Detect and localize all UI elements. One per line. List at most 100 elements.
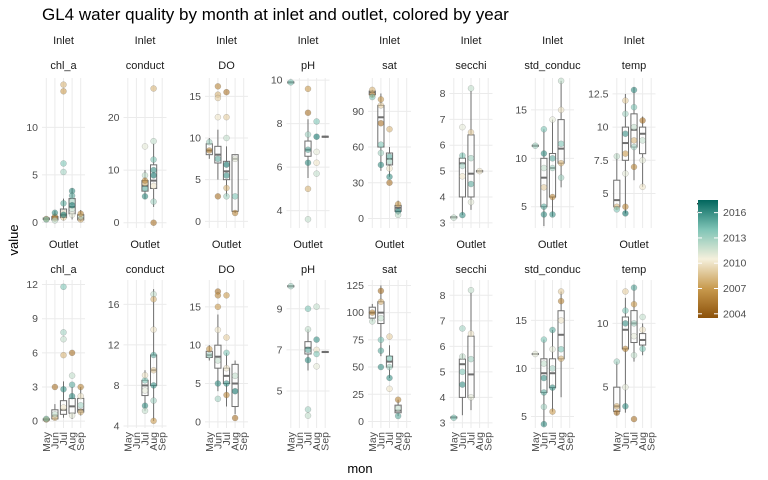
- y-tick-label: 0: [358, 416, 364, 428]
- panel-inlet-DO: Inlet DO 0 5 10 15: [189, 35, 248, 228]
- x-tick-label: Jul: [384, 432, 396, 445]
- facet-panels: Inlet chl_a 0 5 10 Inlet conduct 0 10 20 Inlet DO 0 5…: [26, 35, 657, 452]
- box-aug: [557, 80, 565, 188]
- data-point: [639, 183, 646, 191]
- data-point: [450, 214, 458, 221]
- data-point: [459, 368, 466, 376]
- data-point: [630, 284, 638, 291]
- data-point: [549, 408, 556, 415]
- x-tick-label: Aug: [311, 432, 323, 451]
- data-point: [386, 374, 393, 382]
- y-tick-label: 15: [189, 301, 201, 313]
- data-point: [77, 401, 84, 409]
- data-point: [467, 129, 475, 136]
- strip-site-label: Inlet: [298, 35, 319, 47]
- data-point: [304, 326, 312, 333]
- data-point: [377, 347, 385, 354]
- data-point: [557, 77, 565, 85]
- data-point: [60, 404, 67, 411]
- data-point: [304, 131, 312, 138]
- data-point: [60, 386, 67, 393]
- x-tick-label: Jul: [140, 432, 152, 445]
- data-point: [369, 93, 376, 101]
- box-aug: [231, 360, 239, 415]
- box-may: [613, 153, 621, 210]
- data-point: [231, 372, 239, 380]
- x-tick-label: May: [41, 431, 53, 452]
- data-point: [467, 330, 475, 337]
- x-tick-label: Aug: [474, 432, 486, 451]
- box-sep: [321, 350, 329, 354]
- data-point: [386, 385, 393, 393]
- y-tick-label: 5: [195, 174, 201, 186]
- x-tick-label: Aug: [556, 432, 568, 451]
- data-point: [386, 179, 393, 187]
- data-point: [467, 355, 475, 363]
- strip-site-label: Outlet: [130, 239, 159, 251]
- y-tick-label: 0: [195, 216, 201, 228]
- strip-site-label: Inlet: [379, 35, 400, 47]
- data-point: [549, 193, 556, 201]
- data-point: [459, 211, 466, 219]
- data-point: [214, 326, 222, 334]
- x-tick-label: Jun: [538, 432, 550, 449]
- data-point: [459, 353, 466, 360]
- data-point: [150, 219, 157, 226]
- box-iqr: [613, 179, 621, 208]
- data-point: [622, 320, 629, 327]
- data-point: [639, 326, 646, 334]
- data-point: [540, 420, 548, 428]
- data-point: [206, 147, 213, 154]
- data-point: [304, 216, 312, 223]
- y-tick-label: 4: [440, 392, 446, 404]
- data-point: [630, 137, 638, 144]
- panel-inlet-conduct: Inlet conduct 0 10 20: [108, 35, 167, 229]
- data-point: [622, 345, 629, 353]
- data-point: [141, 177, 149, 184]
- data-point: [287, 79, 295, 86]
- data-point: [557, 288, 565, 295]
- data-point: [231, 414, 239, 422]
- data-point: [223, 364, 230, 372]
- data-point: [141, 387, 149, 394]
- data-point: [150, 85, 157, 92]
- y-tick-label: 75: [352, 334, 364, 346]
- data-point: [549, 384, 556, 391]
- box-jul: [222, 352, 231, 407]
- data-point: [557, 140, 565, 148]
- box-iqr: [231, 363, 239, 408]
- x-tick-label: Sep: [564, 432, 576, 451]
- data-point: [622, 307, 629, 314]
- strip-site-label: Outlet: [49, 239, 78, 251]
- box-sep: [321, 135, 329, 138]
- data-point: [377, 141, 385, 148]
- data-point: [214, 380, 222, 387]
- data-point: [223, 349, 230, 357]
- x-tick-label: Aug: [67, 432, 79, 451]
- y-tick-label: 5: [521, 411, 527, 423]
- data-point: [313, 159, 320, 167]
- x-tick-label: Jul: [629, 432, 641, 445]
- data-point: [60, 200, 67, 207]
- data-point: [214, 94, 222, 102]
- data-point: [150, 296, 157, 303]
- data-point: [622, 383, 629, 391]
- data-point: [214, 193, 222, 200]
- data-point: [77, 392, 84, 400]
- data-point: [313, 363, 320, 370]
- data-point: [540, 203, 548, 210]
- panel-inlet-std-conduct: Inlet std_conduc 5 10 15: [515, 35, 581, 228]
- data-point: [68, 392, 76, 400]
- strip-site-label: Inlet: [216, 35, 237, 47]
- chart-title: GL4 water quality by month at inlet and …: [42, 5, 509, 24]
- data-point: [377, 314, 385, 322]
- data-point: [51, 411, 59, 418]
- data-point: [630, 332, 638, 340]
- data-point: [622, 130, 629, 138]
- panel-inlet-temp: Inlet temp 5 7.5 10 12.5: [588, 35, 656, 228]
- x-tick-label: Jul: [466, 432, 478, 445]
- data-point: [77, 383, 84, 391]
